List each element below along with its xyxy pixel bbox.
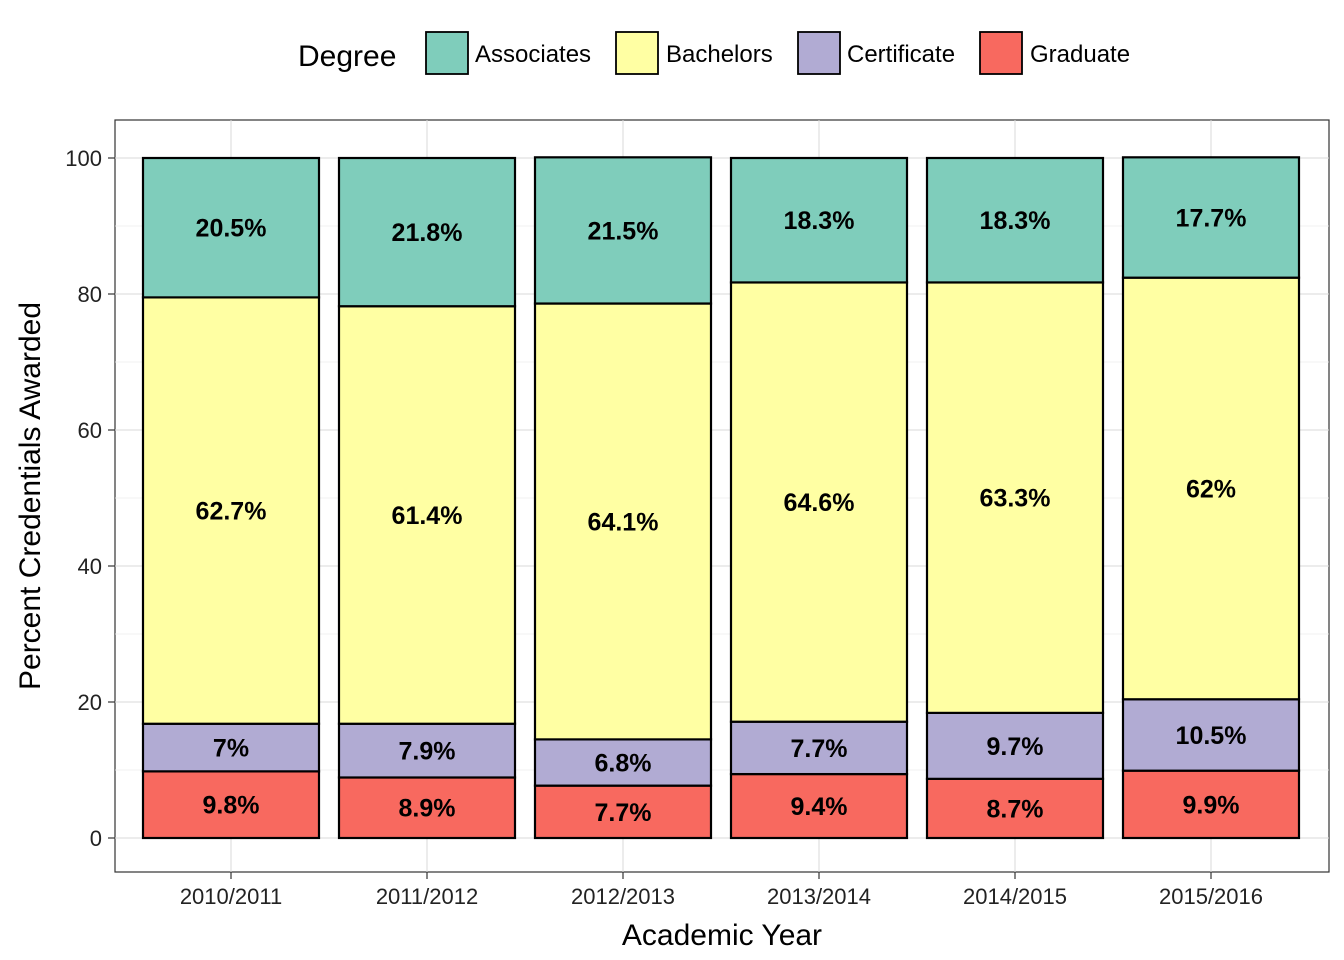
data-label-certificate: 7% <box>213 735 249 763</box>
data-label-certificate: 9.7% <box>987 733 1044 761</box>
x-axis: 2010/2011 2011/2012 2012/2013 2013/2014 2014… <box>180 872 1263 909</box>
bar-segment-graduate <box>925 777 1105 840</box>
bar-segment-associates <box>337 156 517 308</box>
legend-label-graduate: Graduate <box>1030 41 1130 68</box>
data-label-graduate: 8.7% <box>987 795 1044 823</box>
bar-segment-associates <box>729 156 909 284</box>
legend-key-associates <box>425 31 469 75</box>
bar-segment-bachelors <box>533 302 713 741</box>
data-label-associates: 17.7% <box>1176 205 1247 233</box>
bar-segment-graduate <box>533 784 713 840</box>
data-label-certificate: 7.9% <box>399 738 456 766</box>
segment-labels: 9.8% 7% 62.7% 20.5% 8.9% 7.9% 61.4% 21.8% 7.7% 6.… <box>196 205 1247 827</box>
data-label-graduate: 7.7% <box>595 799 652 827</box>
bar-segment-bachelors <box>337 305 517 725</box>
y-tick-label: 100 <box>65 146 102 171</box>
data-label-graduate: 8.9% <box>399 795 456 823</box>
legend-key-bachelors <box>615 31 659 75</box>
y-tick-label: 0 <box>90 826 102 851</box>
legend-title: Degree <box>298 40 396 73</box>
data-label-bachelors: 62% <box>1186 475 1236 503</box>
data-label-associates: 18.3% <box>980 207 1051 235</box>
data-label-associates: 21.8% <box>392 219 463 247</box>
x-tick-label: 2010/2011 <box>180 884 282 909</box>
legend-label-bachelors: Bachelors <box>666 41 773 68</box>
data-label-associates: 21.5% <box>588 217 659 245</box>
data-label-bachelors: 64.6% <box>784 489 855 517</box>
x-axis-title: Academic Year <box>622 919 822 952</box>
data-label-bachelors: 62.7% <box>196 498 267 526</box>
bar-segment-graduate <box>141 770 321 840</box>
legend: Degree Associates Bachelors Certificate Gra… <box>298 31 1130 75</box>
bar-segment-associates <box>925 156 1105 284</box>
x-tick-label: 2015/2016 <box>1159 884 1263 909</box>
x-tick-label: 2012/2013 <box>571 884 675 909</box>
data-label-graduate: 9.8% <box>203 792 260 820</box>
bar-segment-associates <box>1121 156 1301 279</box>
y-tick-label: 80 <box>78 282 102 307</box>
data-label-bachelors: 63.3% <box>980 485 1051 513</box>
bar-segment-certificate <box>925 711 1105 780</box>
legend-key-graduate <box>979 31 1023 75</box>
bar-segment-associates <box>533 156 713 305</box>
bar-segment-graduate <box>337 776 517 840</box>
data-label-certificate: 7.7% <box>791 735 848 763</box>
legend-label-associates: Associates <box>475 41 591 68</box>
x-tick-label: 2011/2012 <box>376 884 478 909</box>
y-axis-title: Percent Credentials Awarded <box>14 302 47 690</box>
bar-segment-certificate <box>1121 698 1301 772</box>
data-label-bachelors: 64.1% <box>588 508 659 536</box>
bar-segment-graduate <box>729 772 909 840</box>
y-axis: 0 20 40 60 80 100 <box>65 146 115 851</box>
bars <box>141 156 1301 840</box>
y-tick-label: 60 <box>78 418 102 443</box>
x-tick-label: 2013/2014 <box>767 884 871 909</box>
bar-segment-bachelors <box>729 281 909 723</box>
data-label-bachelors: 61.4% <box>392 502 463 530</box>
legend-label-certificate: Certificate <box>847 41 955 68</box>
bar-segment-associates <box>141 156 321 299</box>
x-tick-label: 2014/2015 <box>963 884 1067 909</box>
data-label-associates: 20.5% <box>196 215 267 243</box>
bar-segment-bachelors <box>141 296 321 725</box>
legend-key-certificate <box>797 31 841 75</box>
data-label-certificate: 6.8% <box>595 750 652 778</box>
bar-segment-certificate <box>729 720 909 776</box>
data-label-graduate: 9.4% <box>791 793 848 821</box>
data-label-graduate: 9.9% <box>1183 791 1240 819</box>
y-tick-label: 40 <box>78 554 102 579</box>
y-tick-label: 20 <box>78 690 102 715</box>
data-label-associates: 18.3% <box>784 207 855 235</box>
data-label-certificate: 10.5% <box>1176 722 1247 750</box>
bar-segment-bachelors <box>1121 276 1301 701</box>
